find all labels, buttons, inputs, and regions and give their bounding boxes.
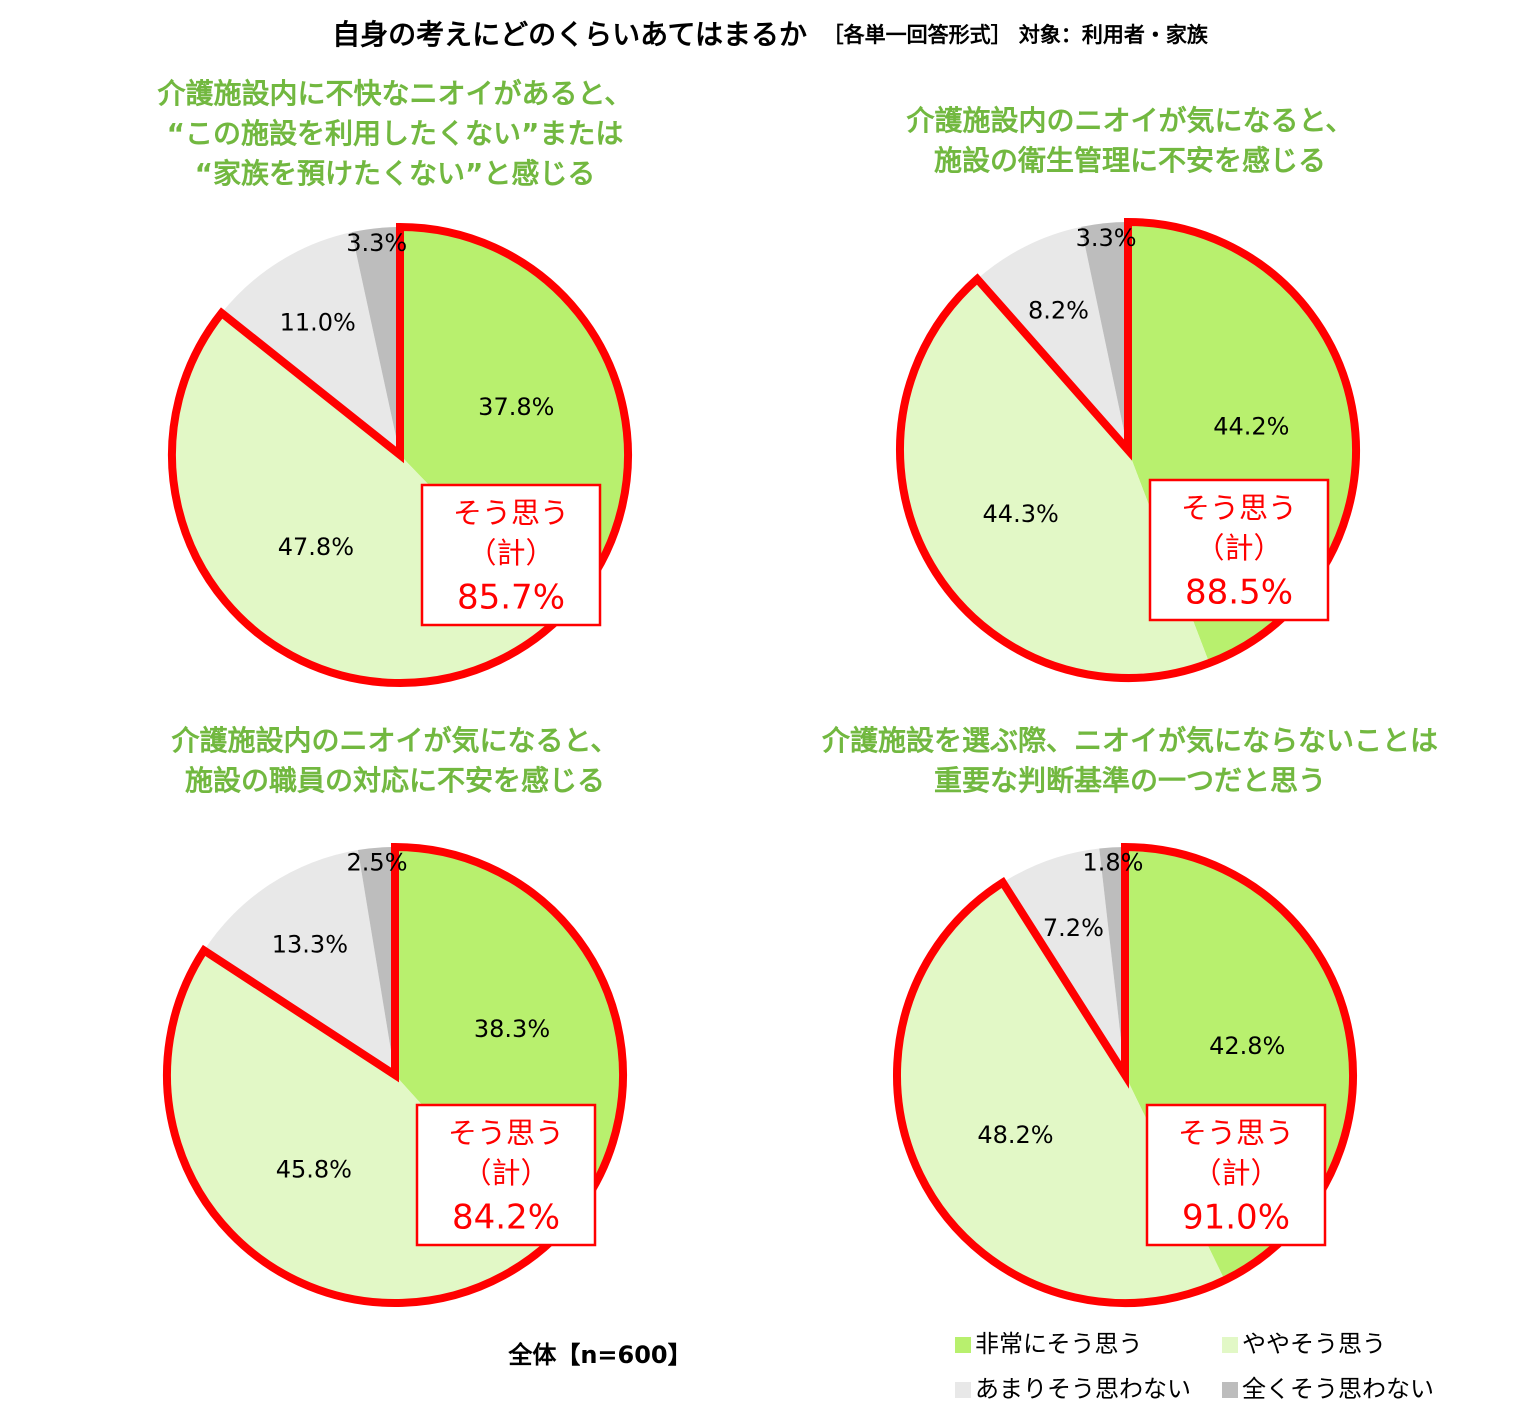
total-label: 88.5% <box>1185 573 1293 613</box>
total-outline <box>163 842 627 1307</box>
data-label: 7.2% <box>1043 914 1104 942</box>
pie-slice <box>203 850 395 1075</box>
data-label: 44.3% <box>983 500 1059 528</box>
total-title: そう思う <box>453 496 569 530</box>
pie-slice <box>977 226 1128 450</box>
page-title: 自身の考えにどのくらいあてはまるか <box>332 18 807 51</box>
page-title-group: 自身の考えにどのくらいあてはまるか ［各単一回答形式］ 対象：利用者・家族 <box>332 18 1209 51</box>
pie-slice <box>899 278 1210 678</box>
pie-slice <box>351 227 400 455</box>
data-label: 13.3% <box>272 930 348 958</box>
chart-title: “この施設を利用したくない”または <box>167 117 624 150</box>
chart-title: 介護施設内のニオイが気になると、 <box>171 724 619 757</box>
total-outline <box>893 842 1357 1307</box>
pie-slice <box>896 882 1225 1304</box>
total-title: そう思う <box>1181 491 1297 525</box>
data-label: 3.3% <box>346 229 407 257</box>
legend-label: 全くそう思わない <box>1242 1375 1434 1403</box>
data-label: 44.2% <box>1213 412 1289 440</box>
data-label: 38.3% <box>474 1015 550 1043</box>
data-label: 47.8% <box>278 533 354 561</box>
page-subtitle: ［各単一回答形式］ 対象：利用者・家族 <box>823 23 1209 47</box>
total-title: そう思う <box>448 1116 564 1150</box>
total-box <box>1148 478 1330 622</box>
pie-slice <box>1099 847 1125 1075</box>
legend-label: ややそう思う <box>1242 1330 1386 1358</box>
data-label: 11.0% <box>280 309 356 337</box>
total-label: 91.0% <box>1182 1198 1290 1238</box>
total-title: （計） <box>467 536 554 570</box>
data-label: 8.2% <box>1028 296 1089 324</box>
chart-title: 介護施設内に不快なニオイがあると、 <box>157 77 633 110</box>
chart-title: 重要な判断基準の一つだと思う <box>934 764 1326 797</box>
pie-slice <box>1002 848 1125 1075</box>
chart-title: 介護施設内のニオイが気になると、 <box>906 104 1354 137</box>
legend-swatch <box>1222 1337 1238 1353</box>
total-title: （計） <box>1195 531 1282 565</box>
total-label: 85.7% <box>457 578 565 618</box>
chart-title: 介護施設を選ぶ際、ニオイが気にならないことは <box>821 724 1438 757</box>
legend-swatch <box>955 1337 971 1353</box>
total-outline <box>168 222 632 687</box>
total-box <box>1145 1103 1327 1247</box>
total-outline <box>896 217 1360 682</box>
data-label: 42.8% <box>1209 1032 1285 1060</box>
chart-title: 施設の職員の対応に不安を感じる <box>185 764 605 797</box>
total-label: 84.2% <box>452 1198 560 1238</box>
sample-note: 全体【n=600】 <box>507 1341 691 1369</box>
pie-slice <box>357 847 395 1075</box>
pie-slice <box>220 232 400 455</box>
chart-title: 施設の衛生管理に不安を感じる <box>934 144 1326 177</box>
legend-label: 非常にそう思う <box>975 1330 1143 1358</box>
legend-swatch <box>955 1382 971 1398</box>
total-title: （計） <box>1192 1156 1279 1190</box>
data-label: 1.8% <box>1083 848 1144 876</box>
total-title: （計） <box>462 1156 549 1190</box>
data-label: 37.8% <box>478 393 554 421</box>
total-box <box>420 483 602 627</box>
legend-swatch <box>1222 1382 1238 1398</box>
chart-title: “家族を預けたくない”と感じる <box>195 157 596 190</box>
data-label: 45.8% <box>276 1156 352 1184</box>
pie-slice <box>1081 222 1128 450</box>
data-label: 3.3% <box>1076 224 1137 252</box>
total-title: そう思う <box>1178 1116 1294 1150</box>
data-label: 2.5% <box>347 849 408 877</box>
legend-label: あまりそう思わない <box>975 1375 1191 1403</box>
data-label: 48.2% <box>977 1121 1053 1149</box>
total-box <box>415 1103 597 1247</box>
